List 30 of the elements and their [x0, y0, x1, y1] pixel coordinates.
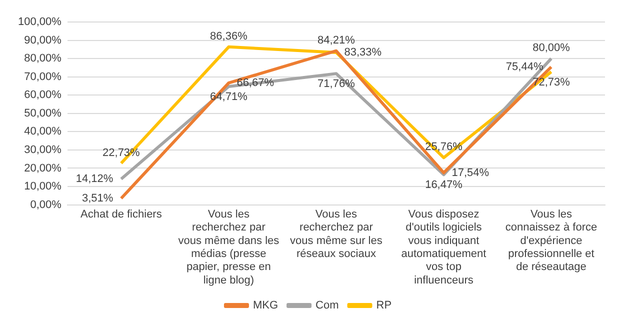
x-tick-label: Vous les recherchez par vous même dans les médias (presse papier, presse en ligne blog)	[178, 208, 280, 286]
y-tick-label: 70,00%	[24, 70, 62, 83]
y-tick-label: 40,00%	[24, 126, 62, 138]
y-tick-label: 10,00%	[24, 180, 62, 193]
data-label: 75,44%	[506, 60, 544, 73]
data-label: 3,51%	[82, 192, 114, 204]
y-tick-label: 90,00%	[24, 34, 62, 46]
legend-label: Com	[316, 300, 339, 312]
data-label: 14,12%	[76, 173, 114, 186]
x-tick-label: Vous les recherchez par vous même sur les réseaux sociaux	[290, 208, 383, 260]
x-tick-label: Vous disposez d'outils logiciels vous indiquant automatiquement vos top influenceurs	[401, 208, 486, 286]
data-label: 84,21%	[318, 34, 356, 46]
data-label: 80,00%	[532, 42, 570, 54]
y-tick-label: 30,00%	[24, 144, 62, 156]
x-tick-label: Achat de fichiers	[80, 208, 162, 220]
x-tick-label: Vous les connaissez à force d'expérience professionnelle et de réseautage	[505, 208, 598, 274]
legend-label: RP	[376, 300, 392, 312]
y-tick-label: 0,00%	[30, 198, 62, 211]
data-label: 86,36%	[210, 30, 248, 42]
data-label: 17,54%	[452, 166, 490, 179]
legend-label: MKG	[252, 300, 278, 312]
y-tick-label: 20,00%	[24, 162, 62, 174]
y-tick-label: 50,00%	[24, 107, 62, 120]
data-label: 71,76%	[318, 78, 356, 90]
y-tick-label: 100,00%	[18, 16, 62, 28]
data-label: 83,33%	[344, 46, 382, 59]
y-tick-label: 80,00%	[24, 52, 62, 65]
y-tick-label: 60,00%	[24, 89, 62, 102]
data-label: 66,67%	[236, 76, 274, 89]
data-label: 16,47%	[425, 179, 463, 192]
